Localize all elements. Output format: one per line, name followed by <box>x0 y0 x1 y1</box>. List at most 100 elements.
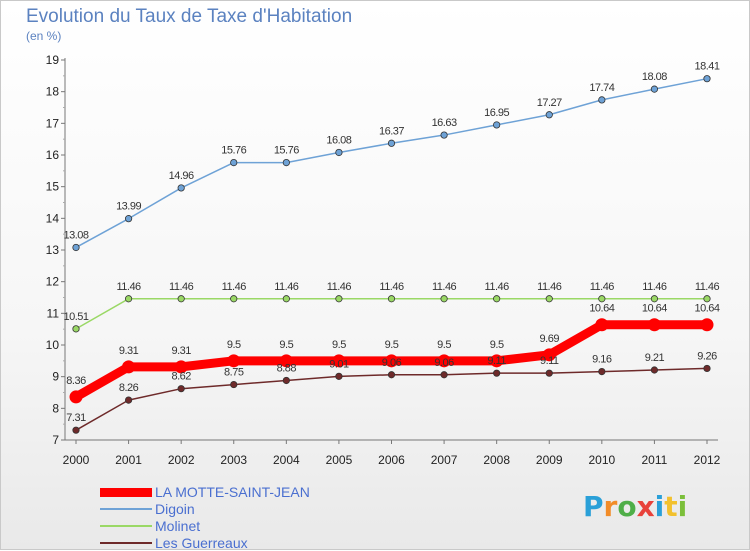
logo-letter: P <box>583 490 604 523</box>
data-label: 9.01 <box>329 358 349 370</box>
data-label: 11.46 <box>695 281 720 293</box>
series-point <box>69 390 83 404</box>
x-tick-label: 2009 <box>536 453 563 467</box>
data-label: 16.37 <box>379 125 404 137</box>
series-point <box>124 215 133 223</box>
data-label: 11.46 <box>222 281 247 293</box>
data-label: 8.62 <box>171 371 191 383</box>
y-tick-label: 9 <box>52 370 59 384</box>
series-point <box>230 295 238 303</box>
legend-label: LA MOTTE-SAINT-JEAN <box>155 484 310 500</box>
logo-letter: x <box>636 490 655 523</box>
data-label: 10.51 <box>63 311 88 323</box>
data-label: 18.41 <box>694 61 719 73</box>
series-point <box>650 366 659 374</box>
series-point <box>177 385 185 393</box>
data-label: 10.64 <box>642 303 667 315</box>
series-point <box>72 426 80 434</box>
series-point <box>177 295 185 303</box>
y-tick-label: 12 <box>46 275 60 289</box>
series-point <box>385 354 398 368</box>
logo-letter: i <box>677 490 688 523</box>
series-point <box>230 380 238 389</box>
series-point <box>230 159 238 167</box>
data-label: 13.08 <box>63 229 88 241</box>
x-tick-label: 2000 <box>63 453 90 467</box>
x-tick-label: 2012 <box>694 453 721 467</box>
series-point <box>282 295 290 303</box>
legend-label: Molinet <box>155 518 201 534</box>
series-point <box>387 371 396 379</box>
data-label: 9.11 <box>487 355 506 367</box>
x-tick-label: 2006 <box>378 453 405 467</box>
y-tick-label: 8 <box>52 401 59 415</box>
series-line <box>75 77 708 249</box>
legend-swatch <box>100 542 152 544</box>
series-point <box>493 369 501 377</box>
series-point <box>72 325 80 333</box>
data-label: 9.5 <box>332 339 346 351</box>
data-label: 8.36 <box>66 375 86 387</box>
data-label: 10.64 <box>589 303 614 315</box>
proxiti-logo: Proxiti <box>583 490 687 523</box>
x-tick-label: 2005 <box>326 453 353 467</box>
logo-letter: t <box>664 490 678 523</box>
y-tick-label: 16 <box>46 148 60 162</box>
series-point <box>335 372 343 380</box>
legend-swatch <box>100 525 152 527</box>
series-point <box>700 318 714 332</box>
series-point <box>174 360 188 374</box>
series-point <box>647 318 661 332</box>
series-point <box>72 243 80 252</box>
series-point <box>387 139 396 147</box>
x-tick-label: 2007 <box>431 453 458 467</box>
series-point <box>490 354 504 368</box>
data-label: 14.96 <box>169 170 194 182</box>
data-label: 15.76 <box>274 145 299 157</box>
series-point <box>177 184 185 192</box>
data-label: 7.31 <box>66 412 86 424</box>
x-tick-label: 2004 <box>273 453 300 467</box>
data-label: 9.5 <box>385 339 399 351</box>
x-tick-label: 2008 <box>483 453 510 467</box>
data-label: 9.21 <box>645 352 665 364</box>
data-label: 13.99 <box>116 201 141 213</box>
series-point <box>335 295 343 303</box>
series-point <box>122 360 136 374</box>
data-label: 11.46 <box>327 281 352 293</box>
data-label: 11.46 <box>432 281 457 293</box>
series-point <box>124 396 133 404</box>
y-tick-label: 10 <box>46 338 60 352</box>
series-point <box>227 354 241 368</box>
legend-swatch <box>100 508 152 510</box>
series-point <box>335 148 343 157</box>
series-point <box>493 295 501 303</box>
series-point <box>387 295 396 303</box>
data-label: 11.46 <box>590 281 615 293</box>
data-label: 8.26 <box>119 382 139 394</box>
y-tick-label: 19 <box>46 53 60 67</box>
chart-subtitle: (en %) <box>26 29 62 43</box>
data-label: 11.46 <box>116 281 141 293</box>
data-label: 9.5 <box>227 339 241 351</box>
legend-label: Digoin <box>155 501 195 517</box>
series-point <box>440 131 448 139</box>
y-tick-label: 18 <box>46 85 60 99</box>
series-point <box>440 295 448 303</box>
series-point <box>493 121 501 129</box>
data-label: 16.95 <box>484 107 509 119</box>
data-label: 9.16 <box>592 354 612 366</box>
x-tick-label: 2010 <box>588 453 615 467</box>
data-label: 9.31 <box>171 345 191 357</box>
series-point <box>595 318 609 332</box>
logo-letter: i <box>654 490 665 523</box>
data-label: 16.63 <box>432 117 457 129</box>
series-point <box>545 111 553 119</box>
data-label: 9.11 <box>540 355 559 367</box>
data-label: 9.69 <box>540 333 560 345</box>
series-point <box>703 75 711 83</box>
data-label: 11.46 <box>642 281 667 293</box>
series-point <box>650 85 659 93</box>
y-tick-label: 17 <box>46 116 60 130</box>
